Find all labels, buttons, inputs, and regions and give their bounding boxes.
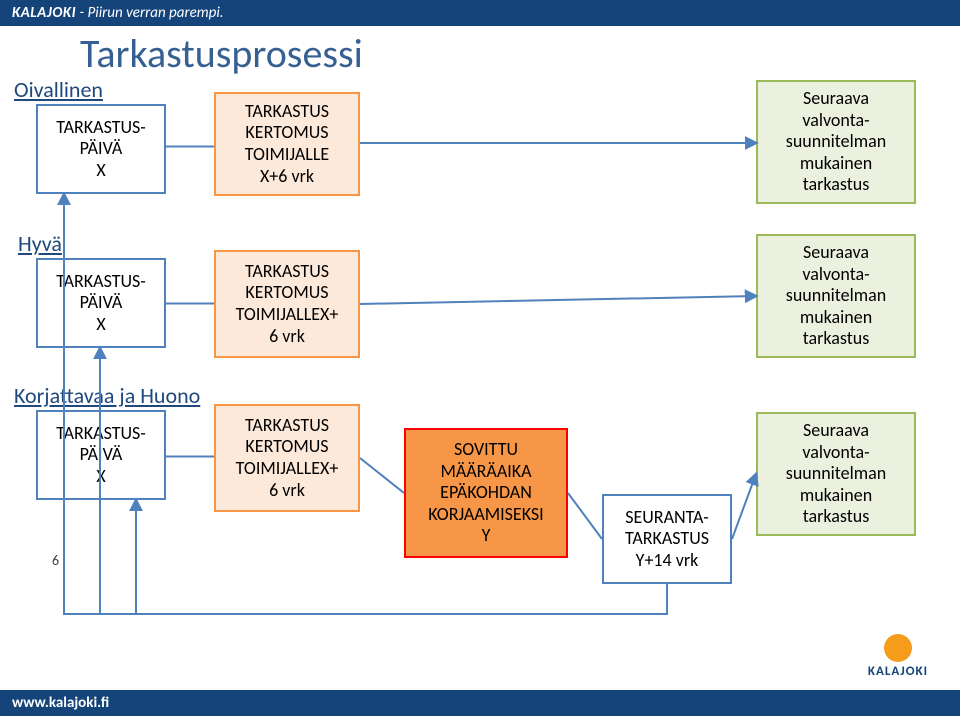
section-label: Korjattavaa ja Huono: [14, 382, 200, 409]
connector: [360, 458, 404, 493]
footer-bar: www.kalajoki.fi: [0, 690, 960, 716]
header-bar: KALAJOKI - Piirun verran parempi.: [0, 0, 960, 26]
flow-box: Seuraava valvonta- suunnitelman mukainen…: [756, 234, 916, 358]
flow-box: TARKASTUS KERTOMUS TOIMIJALLEX+ 6 vrk: [214, 250, 360, 358]
connector: [568, 493, 602, 539]
flow-box: SOVITTU MÄÄRÄAIKA EPÄKOHDAN KORJAAMISEKS…: [404, 428, 568, 558]
logo-text: KALAJOKI: [868, 664, 928, 679]
header-tagline: - Piirun verran parempi.: [76, 4, 223, 22]
flow-box: SEURANTA- TARKASTUS Y+14 vrk: [602, 494, 732, 584]
footer-url: www.kalajoki.fi: [12, 694, 109, 712]
flow-box: TARKASTUS- PÄIVÄ X: [36, 410, 166, 500]
flow-box: TARKASTUS- PÄIVÄ X: [36, 104, 166, 194]
flow-box: TARKASTUS KERTOMUS TOIMIJALLEX+ 6 vrk: [214, 404, 360, 512]
flow-box: TARKASTUS KERTOMUS TOIMIJALLE X+6 vrk: [214, 92, 360, 196]
flow-box: Seuraava valvonta- suunnitelman mukainen…: [756, 412, 916, 536]
header-brand: KALAJOKI: [12, 4, 76, 22]
section-label: Oivallinen: [14, 76, 103, 103]
connector: [360, 296, 756, 304]
section-label: Hyvä: [18, 230, 62, 257]
slide-title: Tarkastusprosessi: [80, 34, 363, 74]
logo-sun-icon: [884, 634, 912, 662]
flow-box: Seuraava valvonta- suunnitelman mukainen…: [756, 80, 916, 204]
page-number: 6: [52, 552, 59, 569]
kalajoki-logo: KALAJOKI: [854, 632, 942, 680]
connector: [136, 500, 667, 614]
connector: [732, 474, 756, 539]
flow-box: TARKASTUS- PÄIVÄ X: [36, 258, 166, 348]
